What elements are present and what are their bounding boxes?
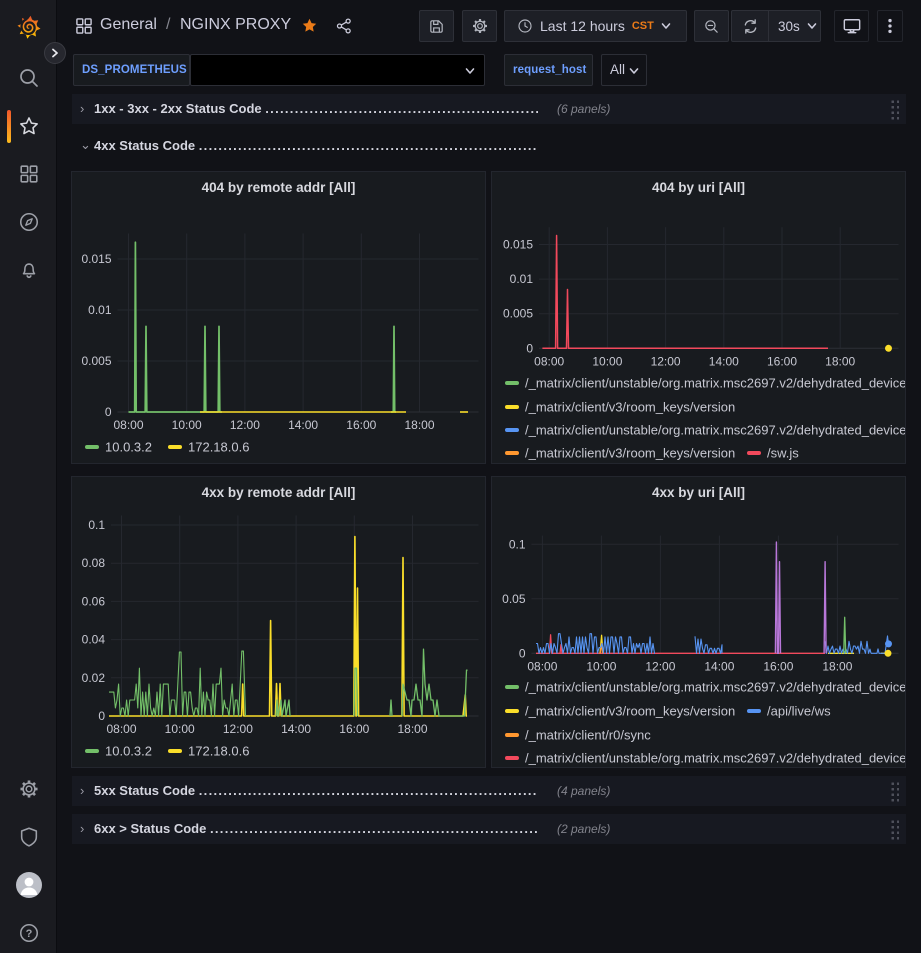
svg-text:0: 0 bbox=[526, 341, 533, 355]
svg-text:0.005: 0.005 bbox=[503, 307, 533, 321]
svg-text:0.06: 0.06 bbox=[82, 594, 106, 608]
svg-text:/_matrix/client/unstable/org.m: /_matrix/client/unstable/org.matrix.msc2… bbox=[525, 423, 906, 438]
svg-text:/_matrix/client/unstable/org.m: /_matrix/client/unstable/org.matrix.msc2… bbox=[525, 376, 906, 391]
svg-text:10.0.3.2: 10.0.3.2 bbox=[105, 744, 152, 759]
svg-text:/_matrix/client/v3/room_keys/v: /_matrix/client/v3/room_keys/version bbox=[525, 704, 735, 719]
svg-text:0.015: 0.015 bbox=[81, 252, 111, 266]
svg-text:0: 0 bbox=[519, 646, 526, 660]
svg-text:12:00: 12:00 bbox=[223, 722, 253, 736]
svg-text:10:00: 10:00 bbox=[165, 722, 195, 736]
svg-text:16:00: 16:00 bbox=[767, 354, 797, 368]
svg-text:0.08: 0.08 bbox=[82, 556, 106, 570]
svg-text:/_matrix/client/unstable/org.m: /_matrix/client/unstable/org.matrix.msc2… bbox=[525, 680, 906, 695]
svg-text:14:00: 14:00 bbox=[288, 418, 318, 432]
svg-text:0.04: 0.04 bbox=[82, 633, 106, 647]
svg-text:0.01: 0.01 bbox=[88, 303, 112, 317]
svg-text:10:00: 10:00 bbox=[592, 354, 622, 368]
svg-text:0.1: 0.1 bbox=[88, 518, 105, 532]
svg-text:10.0.3.2: 10.0.3.2 bbox=[105, 440, 152, 455]
svg-text:14:00: 14:00 bbox=[281, 722, 311, 736]
svg-text:4xx by remote addr [All]: 4xx by remote addr [All] bbox=[202, 485, 356, 500]
svg-text:0.015: 0.015 bbox=[503, 238, 533, 252]
svg-text:16:00: 16:00 bbox=[763, 659, 793, 673]
svg-text:14:00: 14:00 bbox=[709, 354, 739, 368]
svg-text:404 by uri [All]: 404 by uri [All] bbox=[652, 180, 745, 195]
svg-text:/sw.js: /sw.js bbox=[767, 446, 799, 461]
svg-text:10:00: 10:00 bbox=[172, 418, 202, 432]
svg-text:18:00: 18:00 bbox=[404, 418, 434, 432]
svg-text:0.02: 0.02 bbox=[82, 671, 106, 685]
svg-text:172.18.0.6: 172.18.0.6 bbox=[188, 440, 249, 455]
svg-text:12:00: 12:00 bbox=[651, 354, 681, 368]
svg-text:0.005: 0.005 bbox=[81, 354, 111, 368]
svg-text:172.18.0.6: 172.18.0.6 bbox=[188, 744, 249, 759]
svg-text:/_matrix/client/unstable/org.m: /_matrix/client/unstable/org.matrix.msc2… bbox=[525, 751, 906, 766]
svg-text:08:00: 08:00 bbox=[106, 722, 136, 736]
svg-text:404 by remote addr [All]: 404 by remote addr [All] bbox=[202, 180, 356, 195]
svg-text:0.05: 0.05 bbox=[502, 592, 526, 606]
svg-text:/_matrix/client/v3/room_keys/v: /_matrix/client/v3/room_keys/version bbox=[525, 400, 735, 415]
svg-text:12:00: 12:00 bbox=[230, 418, 260, 432]
svg-text:08:00: 08:00 bbox=[527, 659, 557, 673]
svg-text:12:00: 12:00 bbox=[645, 659, 675, 673]
svg-text:10:00: 10:00 bbox=[586, 659, 616, 673]
svg-text:0: 0 bbox=[98, 709, 105, 723]
svg-text:/_matrix/client/v3/room_keys/v: /_matrix/client/v3/room_keys/version bbox=[525, 446, 735, 461]
svg-text:18:00: 18:00 bbox=[825, 354, 855, 368]
svg-text:14:00: 14:00 bbox=[704, 659, 734, 673]
svg-text:16:00: 16:00 bbox=[346, 418, 376, 432]
svg-text:?: ? bbox=[25, 928, 32, 940]
svg-text:0: 0 bbox=[105, 405, 112, 419]
svg-text:08:00: 08:00 bbox=[534, 354, 564, 368]
svg-text:08:00: 08:00 bbox=[113, 418, 143, 432]
svg-text:0.01: 0.01 bbox=[510, 272, 534, 286]
svg-text:/api/live/ws: /api/live/ws bbox=[767, 704, 831, 719]
svg-text:18:00: 18:00 bbox=[822, 659, 852, 673]
svg-text:4xx by uri [All]: 4xx by uri [All] bbox=[652, 485, 745, 500]
svg-text:18:00: 18:00 bbox=[397, 722, 427, 736]
svg-text:16:00: 16:00 bbox=[339, 722, 369, 736]
svg-text:/_matrix/client/r0/sync: /_matrix/client/r0/sync bbox=[525, 728, 651, 743]
svg-text:0.1: 0.1 bbox=[509, 537, 526, 551]
